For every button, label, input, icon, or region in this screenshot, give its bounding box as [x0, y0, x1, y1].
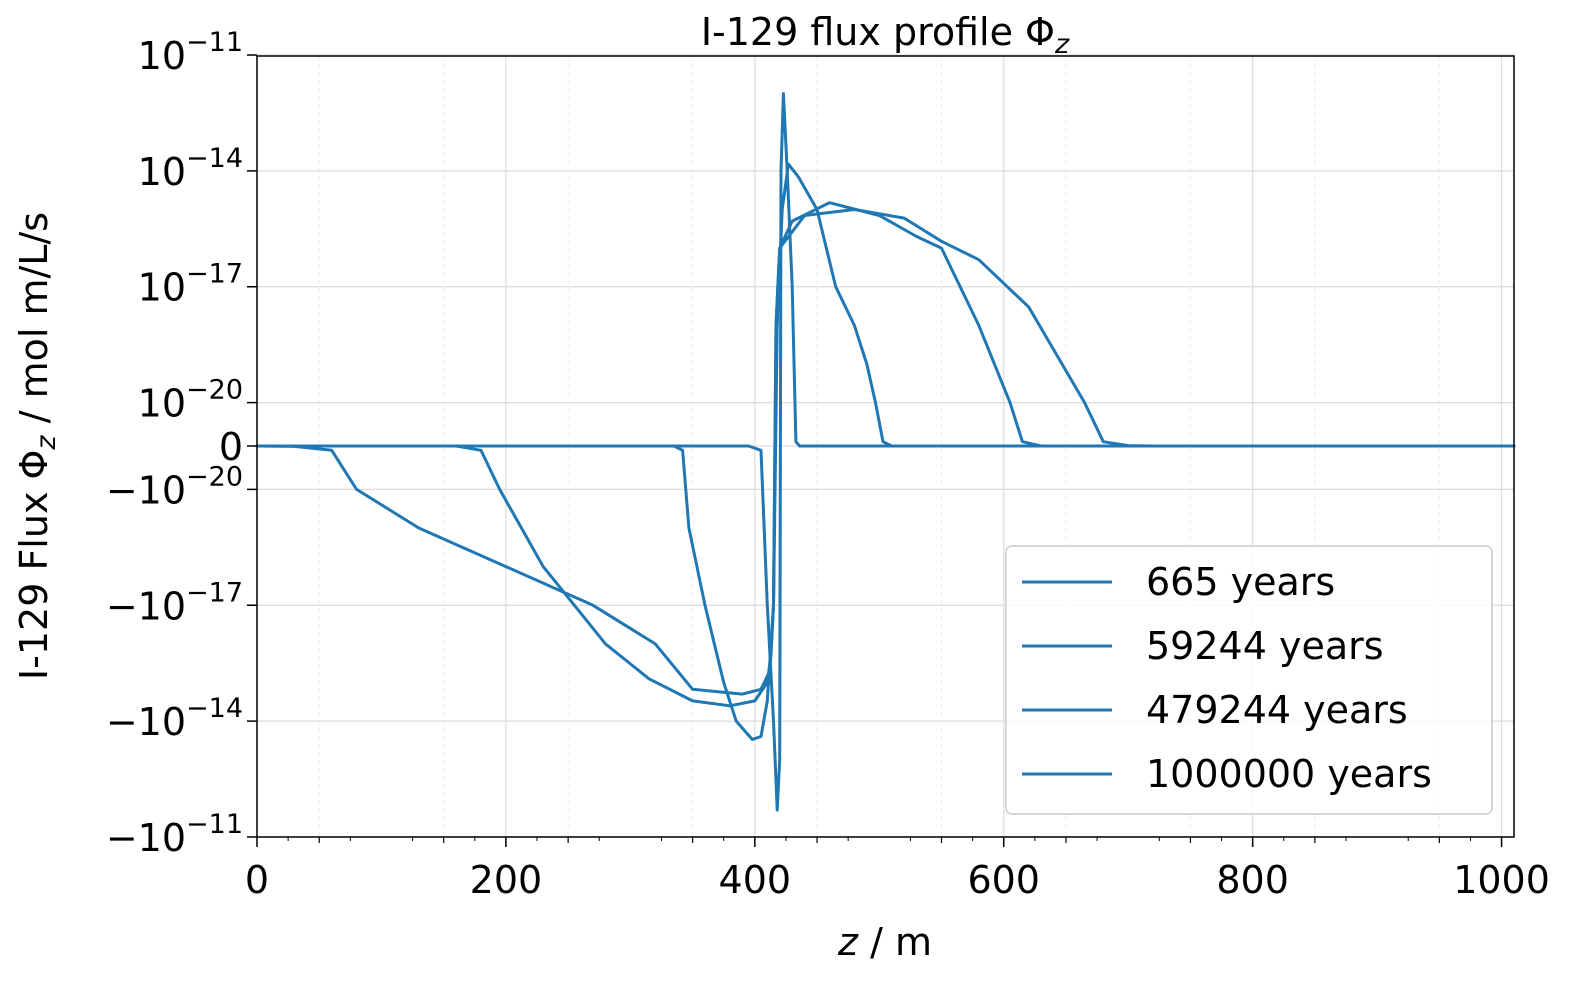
- y-tick-base: −10: [106, 468, 186, 512]
- y-tick-base: −10: [106, 816, 186, 860]
- legend-label: 59244 years: [1146, 624, 1384, 668]
- y-tick-base: 10: [138, 266, 186, 310]
- x-tick-label: 400: [719, 858, 792, 902]
- y-tick-exponent: −14: [186, 693, 243, 724]
- y-tick-label: 10−20: [138, 375, 243, 426]
- y-tick-label: 10−11: [138, 27, 243, 78]
- y-tick-exponent: −11: [186, 809, 243, 840]
- y-tick-label: 0: [219, 425, 243, 469]
- y-tick-exponent: −14: [186, 143, 243, 174]
- legend-label: 1000000 years: [1146, 752, 1432, 796]
- legend-label: 479244 years: [1146, 688, 1408, 732]
- y-tick-exponent: −11: [186, 27, 243, 58]
- y-axis-label: I-129 Flux Φz / mol m/L/s: [12, 212, 62, 680]
- y-tick-base: 10: [138, 382, 186, 426]
- y-tick-exponent: −20: [186, 375, 243, 406]
- series-line: [255, 208, 1516, 696]
- x-axis-label-unit: / m: [858, 920, 932, 964]
- x-tick-label: 1000: [1453, 858, 1550, 902]
- chart-title: I-129 flux profile Φz: [701, 10, 1070, 60]
- x-axis-label-var: z: [837, 920, 859, 964]
- legend-entry: 59244 years: [1022, 624, 1384, 668]
- y-axis-label-sub: z: [31, 435, 62, 451]
- y-tick-label: 10−14: [138, 143, 243, 194]
- y-axis-label-main: I-129 Flux Φ: [12, 450, 56, 681]
- chart-title-sub: z: [1054, 29, 1070, 60]
- x-axis-label: z / m: [837, 920, 932, 964]
- y-tick-label: −10−11: [106, 809, 243, 860]
- y-tick-base: −10: [106, 700, 186, 744]
- legend-label: 665 years: [1146, 560, 1335, 604]
- y-tick-base: 0: [219, 425, 243, 469]
- legend: 665 years 59244 years 479244 years 10000…: [1005, 545, 1493, 815]
- legend-entry: 665 years: [1022, 560, 1335, 604]
- x-tick-label: 800: [1216, 858, 1289, 902]
- y-tick-label: −10−14: [106, 693, 243, 744]
- y-tick-label: −10−17: [106, 577, 243, 628]
- y-tick-base: −10: [106, 584, 186, 628]
- y-tick-exponent: −17: [186, 577, 243, 608]
- y-tick-label: 10−17: [138, 259, 243, 310]
- y-tick-exponent: −17: [186, 259, 243, 290]
- y-tick-label: −10−20: [106, 461, 243, 512]
- ticks: 0 200 400 600 800 100010−1110−1410−1710−200−1…: [106, 27, 1550, 902]
- y-tick-base: 10: [138, 150, 186, 194]
- x-tick-label: 200: [470, 858, 543, 902]
- legend-box: [1005, 545, 1493, 815]
- y-tick-exponent: −20: [186, 461, 243, 492]
- series-lines: [255, 92, 1516, 812]
- y-axis-label-unit: / mol m/L/s: [12, 212, 56, 435]
- chart-title-main: I-129 flux profile Φ: [701, 10, 1055, 54]
- y-tick-base: 10: [138, 34, 186, 78]
- legend-entry: 479244 years: [1022, 688, 1408, 732]
- legend-entry: 1000000 years: [1022, 752, 1432, 796]
- x-tick-label: 600: [967, 858, 1040, 902]
- series-line: [255, 92, 1516, 812]
- x-tick-label: 0: [245, 858, 269, 902]
